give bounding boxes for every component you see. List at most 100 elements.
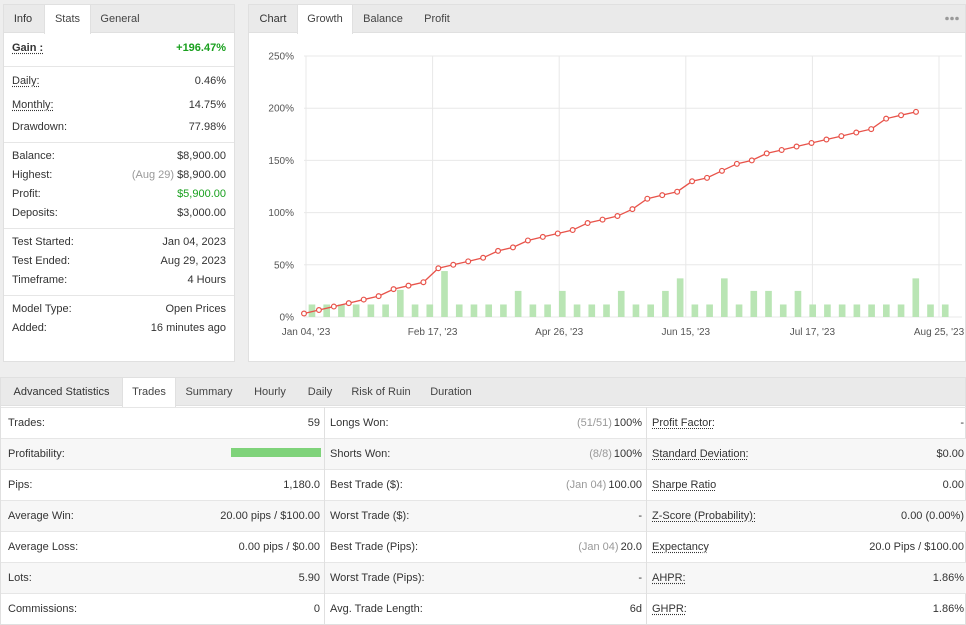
stat-value: 6d [630,603,642,615]
added-label: Added: [12,319,47,338]
stat-label[interactable]: Z-Score (Probability): [652,501,756,531]
divider [4,228,234,229]
tab-general[interactable]: General [91,5,149,33]
growth-point [645,196,650,201]
growth-point [570,228,575,233]
volume-bar [456,304,463,317]
tab-summary[interactable]: Summary [176,378,242,406]
tab-growth[interactable]: Growth [297,5,353,34]
stat-value: 1.86% [933,594,964,624]
divider [4,66,234,67]
growth-point [615,214,620,219]
stat-value-group: (51/51) 100% [577,408,642,438]
stat-value: 100.00 [608,479,642,491]
column-divider [324,407,325,625]
growth-point [496,249,501,254]
volume-bar [544,304,551,317]
growth-point [734,161,739,166]
stat-label[interactable]: Profit Factor: [652,408,715,438]
tab-balance[interactable]: Balance [353,5,413,33]
test-started-row: Test Started: Jan 04, 2023 [12,233,226,252]
tab-profit[interactable]: Profit [413,5,461,33]
stat-label[interactable]: AHPR: [652,563,686,593]
stat-label: Average Loss: [8,532,78,562]
tab-info[interactable]: Info [4,5,42,33]
growth-point [481,255,486,260]
growth-point [361,297,366,302]
highest-date: (Aug 29) [132,169,174,181]
daily-label[interactable]: Daily: [12,72,40,91]
stat-label: Pips: [8,470,32,500]
tab-stats[interactable]: Stats [44,5,91,34]
volume-bar [662,291,669,317]
stat-value: 0.00 pips / $0.00 [239,532,320,562]
stat-label[interactable]: Sharpe Ratio [652,470,716,500]
volume-bar [809,304,816,317]
tab-duration[interactable]: Duration [420,378,482,406]
monthly-label[interactable]: Monthly: [12,96,54,115]
volume-bar [854,304,861,317]
stat-value: 20.0 Pips / $100.00 [869,532,964,562]
growth-point [794,144,799,149]
growth-point [585,221,590,226]
volume-bar [839,304,846,317]
growth-point [526,238,531,243]
model-type-label: Model Type: [12,300,72,319]
growth-point [660,193,665,198]
monthly-row: Monthly: 14.75% [12,96,226,115]
stat-value: 100% [614,417,642,429]
stat-sub-value: (8/8) [589,448,612,460]
x-tick-label: Apr 26, '23 [535,327,583,338]
volume-bar [500,304,507,317]
stat-label: Average Win: [8,501,74,531]
stats-panel: Info Stats General Gain : +196.47% Daily… [3,4,235,362]
stat-label: Trades: [8,408,45,438]
growth-point [511,245,516,250]
highest-label: Highest: [12,166,52,185]
tab-hourly[interactable]: Hourly [242,378,298,406]
stat-label[interactable]: GHPR: [652,594,687,624]
growth-point [317,308,322,313]
stat-value: - [638,572,642,584]
model-type-value: Open Prices [165,300,226,319]
y-tick-label: 100% [268,208,294,219]
stat-value-group: - [636,501,642,531]
volume-bar [368,304,375,317]
growth-point [824,137,829,142]
test-ended-row: Test Ended: Aug 29, 2023 [12,252,226,271]
tab-risk-of-ruin[interactable]: Risk of Ruin [342,378,420,406]
stat-label: Avg. Trade Length: [330,594,423,624]
stat-value: 5.90 [299,563,320,593]
stat-label: Lots: [8,563,32,593]
profit-label: Profit: [12,185,41,204]
tab-trades[interactable]: Trades [122,378,176,407]
tab-advanced-statistics[interactable]: Advanced Statistics [1,378,122,406]
volume-bar [633,304,640,317]
balance-value: $8,900.00 [177,147,226,166]
tab-chart[interactable]: Chart [249,5,297,33]
volume-bar [588,304,595,317]
stat-value: 100% [614,448,642,460]
gain-row: Gain : +196.47% [12,39,226,58]
advanced-statistics-panel: Advanced Statistics Trades Summary Hourl… [0,377,966,625]
more-dots-icon[interactable] [945,16,959,21]
table-row: Average Loss: 0.00 pips / $0.00 Best Trade… [1,531,966,562]
volume-bar [485,304,492,317]
stat-value-group: (8/8) 100% [589,439,642,469]
daily-row: Daily: 0.46% [12,72,226,91]
gain-label[interactable]: Gain : [12,39,43,58]
model-type-row: Model Type: Open Prices [12,300,226,319]
growth-point [436,266,441,271]
growth-point [675,189,680,194]
volume-bar [780,304,787,317]
stat-value: 20.0 [621,541,642,553]
stat-sub-value: (Jan 04) [578,541,618,553]
stat-label[interactable]: Expectancy [652,532,709,562]
divider [4,295,234,296]
volume-bar [323,304,330,317]
volume-bar [765,291,772,317]
stat-label[interactable]: Standard Deviation: [652,439,749,469]
stat-label: Commissions: [8,594,77,624]
tab-daily[interactable]: Daily [298,378,342,406]
balance-row: Balance: $8,900.00 [12,147,226,166]
